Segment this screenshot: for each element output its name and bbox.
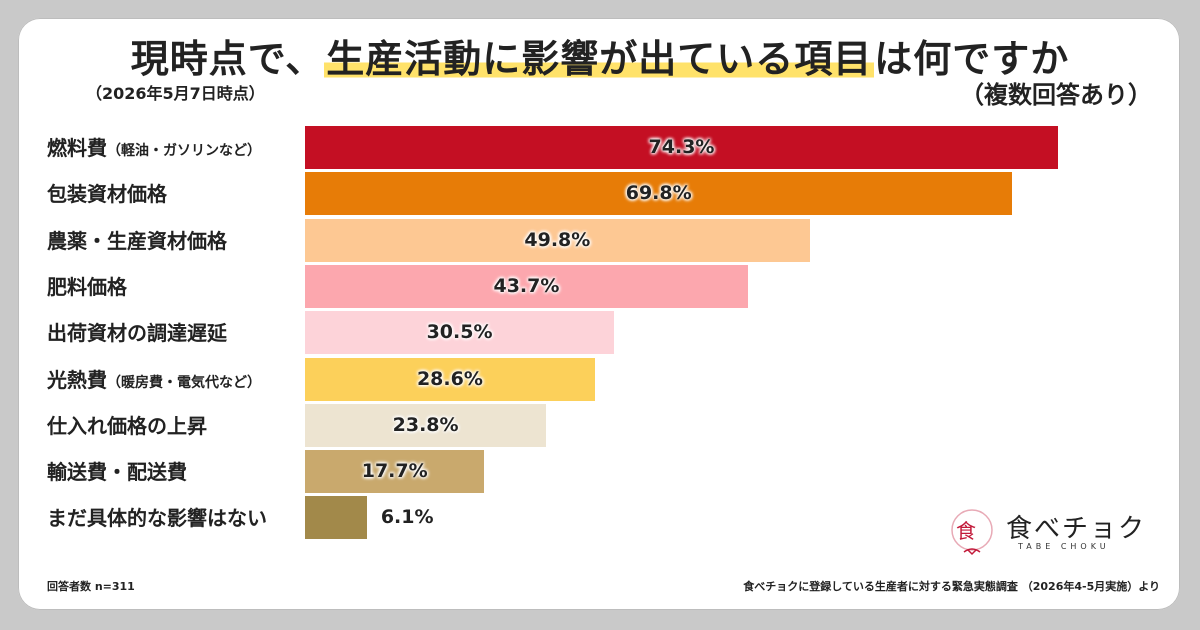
category-label-text: 光熱費 bbox=[47, 367, 107, 392]
value-label: 30.5% bbox=[426, 321, 493, 344]
bar bbox=[305, 264, 748, 308]
category-label: 仕入れ価格の上昇 bbox=[47, 416, 207, 436]
category-label: 包装資材価格 bbox=[47, 184, 167, 204]
bar bbox=[305, 357, 595, 401]
value-label: 28.6% bbox=[416, 367, 483, 390]
value-label: 23.8% bbox=[392, 413, 459, 436]
category-label: 光熱費（暖房費・電気代など） bbox=[47, 370, 261, 390]
category-label: まだ具体的な影響はない bbox=[47, 508, 267, 528]
bar bbox=[305, 450, 485, 494]
category-label-text: 包装資材価格 bbox=[47, 182, 167, 207]
value-label: 74.3% bbox=[648, 136, 715, 158]
source-note: 食べチョクに登録している生産者に対する緊急実態調査 （2026年4-5月実施）よ… bbox=[743, 580, 1160, 593]
category-label: 燃料費（軽油・ガソリンなど） bbox=[47, 138, 261, 158]
logo-subtext: TABE CHOKU bbox=[1018, 542, 1110, 551]
value-label: 43.7% bbox=[493, 274, 560, 297]
bar bbox=[305, 126, 1058, 169]
tabechoku-logo: 食 食べチョク TABE CHOKU bbox=[946, 506, 1156, 558]
category-label-note: （暖房費・電気代など） bbox=[107, 374, 261, 391]
category-label: 出荷資材の調達遅延 bbox=[47, 323, 227, 343]
category-label-text: 肥料価格 bbox=[47, 274, 127, 299]
svg-text:食: 食 bbox=[956, 519, 976, 543]
chart-title: 現時点で、生産活動に影響が出ている項目は何ですか bbox=[130, 37, 1070, 81]
bar bbox=[305, 218, 810, 262]
value-label: 17.7% bbox=[361, 460, 428, 483]
bar bbox=[305, 403, 547, 447]
value-label: 49.8% bbox=[524, 228, 591, 251]
category-label-text: 燃料費 bbox=[47, 136, 107, 160]
bar bbox=[305, 496, 367, 540]
category-label: 農薬・生産資材価格 bbox=[47, 231, 227, 251]
bar bbox=[305, 311, 615, 355]
category-label: 輸送費・配送費 bbox=[47, 462, 187, 482]
logo-mark-icon: 食 bbox=[951, 509, 993, 556]
category-label-text: 輸送費・配送費 bbox=[47, 460, 187, 485]
multiple-answers-note: （複数回答あり） bbox=[960, 81, 1152, 109]
bar bbox=[305, 172, 1013, 216]
category-label-text: 農薬・生産資材価格 bbox=[47, 228, 227, 253]
category-label-note: （軽油・ガソリンなど） bbox=[107, 143, 261, 159]
logo-text: 食べチョク bbox=[1006, 514, 1147, 544]
category-label-text: 仕入れ価格の上昇 bbox=[47, 413, 207, 438]
value-label: 69.8% bbox=[625, 182, 692, 205]
date-note: （2026年5月7日時点） bbox=[86, 84, 265, 103]
title-highlight: 生産活動に影響が出ている項目 bbox=[324, 37, 875, 81]
category-label-text: 出荷資材の調達遅延 bbox=[47, 321, 227, 346]
respondent-count: 回答者数 n=311 bbox=[47, 580, 135, 593]
category-label-text: まだ具体的な影響はない bbox=[47, 506, 267, 531]
value-label: 6.1% bbox=[380, 506, 434, 529]
category-label: 肥料価格 bbox=[47, 277, 127, 297]
